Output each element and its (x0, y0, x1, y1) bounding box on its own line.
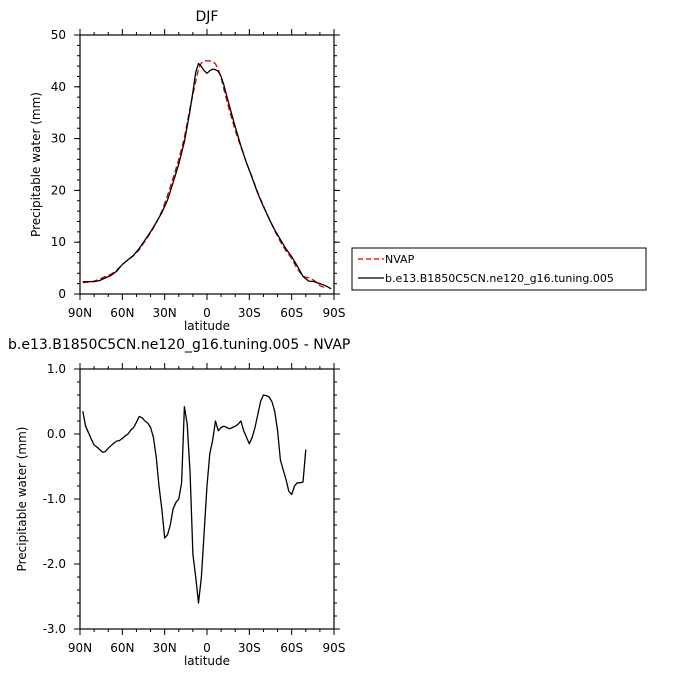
y-tick-label-0-4: 40 (51, 80, 66, 94)
x-tick-label-0-4: 30S (238, 306, 261, 320)
x-tick-label-1-0: 90N (68, 641, 92, 655)
x-tick-label-0-2: 30N (153, 306, 177, 320)
series-line-1-0 (82, 394, 307, 604)
legend-box (351, 247, 647, 291)
plot-frame-1 (79, 368, 335, 630)
y-tick-label-1-2: -1.0 (43, 492, 66, 506)
x-tick-label-1-2: 30N (153, 641, 177, 655)
y-tick-label-0-5: 50 (51, 28, 66, 42)
chart-title-1: b.e13.B1850C5CN.ne120_g16.tuning.005 - N… (8, 337, 350, 353)
chart-title-0: DJF (196, 9, 219, 25)
y-tick-label-0-0: 0 (58, 287, 66, 301)
x-tick-label-0-1: 60N (110, 306, 134, 320)
y-tick-label-1-4: 1.0 (47, 362, 66, 376)
x-tick-label-0-0: 90N (68, 306, 92, 320)
x-tick-label-1-1: 60N (110, 641, 134, 655)
y-axis-label-1: Precipitable water (mm) (15, 427, 29, 572)
x-tick-label-1-4: 30S (238, 641, 261, 655)
y-tick-label-0-1: 10 (51, 235, 66, 249)
x-tick-label-1-5: 60S (280, 641, 303, 655)
series-line-0-1 (82, 62, 332, 290)
y-tick-label-0-3: 30 (51, 132, 66, 146)
y-tick-label-1-0: -3.0 (43, 622, 66, 636)
legend-entry-0: NVAP (385, 253, 415, 266)
y-tick-label-0-2: 20 (51, 183, 66, 197)
series-line-0-0 (82, 60, 326, 289)
x-axis-label-1: latitude (184, 654, 230, 668)
x-tick-label-1-6: 90S (323, 641, 346, 655)
x-tick-label-0-5: 60S (280, 306, 303, 320)
x-tick-label-1-3: 0 (203, 641, 211, 655)
x-tick-label-0-6: 90S (323, 306, 346, 320)
y-tick-label-1-1: -2.0 (43, 557, 66, 571)
legend-entry-1: b.e13.B1850C5CN.ne120_g16.tuning.005 (385, 272, 614, 285)
y-axis-label-0: Precipitable water (mm) (29, 92, 43, 237)
x-axis-label-0: latitude (184, 319, 230, 333)
y-tick-label-1-3: 0.0 (47, 427, 66, 441)
x-tick-label-0-3: 0 (203, 306, 211, 320)
